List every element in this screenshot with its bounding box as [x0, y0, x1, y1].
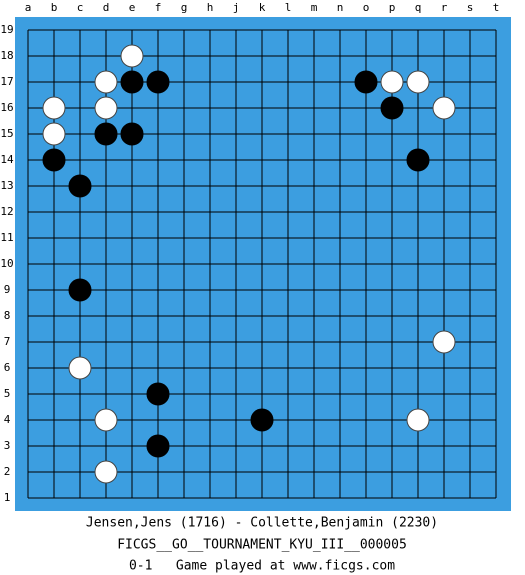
row-label: 10: [0, 257, 13, 270]
white-stone: [432, 96, 456, 120]
white-stone: [94, 70, 118, 94]
row-label: 2: [4, 465, 11, 478]
white-stone: [94, 408, 118, 432]
white-stone: [94, 460, 118, 484]
column-label: q: [415, 1, 422, 14]
white-stone: [42, 122, 66, 146]
column-label: j: [233, 1, 240, 14]
row-label: 3: [4, 439, 11, 452]
row-label: 19: [0, 23, 13, 36]
column-label: k: [259, 1, 266, 14]
column-label: g: [181, 1, 188, 14]
white-stone: [68, 356, 92, 380]
column-label: m: [311, 1, 318, 14]
black-stone: [146, 382, 170, 406]
row-label: 12: [0, 205, 13, 218]
column-label: c: [77, 1, 84, 14]
black-stone: [68, 174, 92, 198]
black-stone: [120, 70, 144, 94]
black-stone: [42, 148, 66, 172]
white-stone: [94, 96, 118, 120]
white-stone: [120, 44, 144, 68]
row-label: 11: [0, 231, 13, 244]
row-label: 7: [4, 335, 11, 348]
column-label: h: [207, 1, 214, 14]
row-label: 17: [0, 75, 13, 88]
black-stone: [250, 408, 274, 432]
row-label: 9: [4, 283, 11, 296]
stones: [42, 44, 456, 484]
row-label: 6: [4, 361, 11, 374]
column-label: n: [337, 1, 344, 14]
column-label: p: [389, 1, 396, 14]
row-label: 14: [0, 153, 14, 166]
white-stone: [380, 70, 404, 94]
black-stone: [146, 434, 170, 458]
row-label: 15: [0, 127, 13, 140]
column-label: b: [51, 1, 58, 14]
column-label: d: [103, 1, 110, 14]
event: FICGS__GO__TOURNAMENT_KYU_III__000005: [117, 538, 407, 553]
row-label: 5: [4, 387, 11, 400]
coordinates: a b c d e f g h j k l m n o p q r s t191817161514131211109…: [0, 1, 499, 504]
column-label: e: [129, 1, 136, 14]
black-stone: [406, 148, 430, 172]
column-label: r: [441, 1, 448, 14]
row-label: 4: [4, 413, 11, 426]
black-stone: [68, 278, 92, 302]
column-label: t: [493, 1, 500, 14]
black-stone: [94, 122, 118, 146]
black-stone: [354, 70, 378, 94]
row-label: 16: [0, 101, 13, 114]
row-label: 8: [4, 309, 11, 322]
column-label: l: [285, 1, 292, 14]
column-label: s: [467, 1, 474, 14]
row-label: 18: [0, 49, 13, 62]
white-stone: [406, 70, 430, 94]
row-label: 1: [4, 491, 11, 504]
players: Jensen,Jens (1716) - Collette,Benjamin (…: [86, 516, 438, 531]
black-stone: [146, 70, 170, 94]
column-label: f: [155, 1, 162, 14]
row-label: 13: [0, 179, 13, 192]
black-stone: [120, 122, 144, 146]
black-stone: [380, 96, 404, 120]
white-stone: [42, 96, 66, 120]
white-stone: [432, 330, 456, 354]
column-label: a: [25, 1, 32, 14]
white-stone: [406, 408, 430, 432]
column-label: o: [363, 1, 370, 14]
result: 0-1 Game played at www.ficgs.com: [129, 559, 395, 574]
